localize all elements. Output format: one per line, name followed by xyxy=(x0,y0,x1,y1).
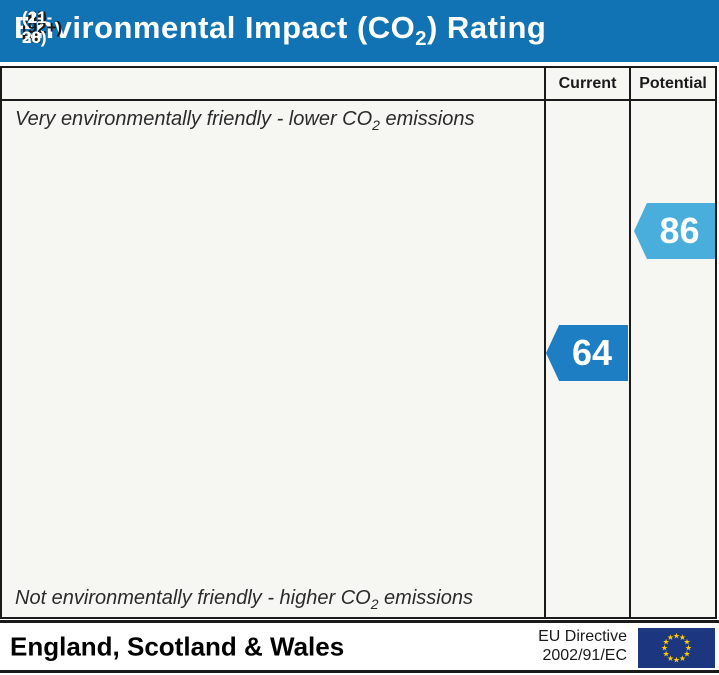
current-rating-value: 64 xyxy=(571,332,613,373)
svg-text:★: ★ xyxy=(679,654,686,663)
page-title: Environmental Impact (CO2) Rating xyxy=(14,10,547,51)
svg-text:★: ★ xyxy=(673,632,680,641)
band-range-label: (39-54) xyxy=(22,8,53,47)
potential-column-header: Potential xyxy=(639,74,707,92)
current-column-header: Current xyxy=(558,74,617,92)
potential-rating-value: 86 xyxy=(659,210,700,251)
svg-text:★: ★ xyxy=(661,644,668,653)
svg-text:★: ★ xyxy=(683,638,690,647)
potential-column-divider xyxy=(629,66,631,619)
svg-text:★: ★ xyxy=(667,654,674,663)
bottom-note: Not environmentally friendly - higher CO… xyxy=(15,587,473,612)
band-range-label: (21-38) xyxy=(22,8,53,47)
region-label: England, Scotland & Wales xyxy=(10,631,345,661)
footer: England, Scotland & Wales EU Directive 2… xyxy=(0,620,719,673)
band-range-label: (55-68) xyxy=(22,8,53,47)
header-divider-line xyxy=(0,99,717,101)
potential-rating-arrow: 86 xyxy=(634,203,715,259)
svg-text:★: ★ xyxy=(673,656,680,665)
eu-directive-label: EU Directive 2002/91/EC xyxy=(538,628,627,664)
band-range-label: (69-80) xyxy=(22,8,53,47)
svg-text:★: ★ xyxy=(679,633,686,642)
svg-text:★: ★ xyxy=(667,633,674,642)
band-range-label: (1-20) xyxy=(22,8,47,47)
svg-text:★: ★ xyxy=(663,638,670,647)
band-range-label: (92+) xyxy=(22,18,63,37)
svg-text:★: ★ xyxy=(663,650,670,659)
eu-flag-icon: ★ ★ ★ ★ ★ ★ ★ ★ ★ ★ ★ ★ xyxy=(638,628,715,668)
top-note: Very environmentally friendly - lower CO… xyxy=(15,108,475,133)
current-rating-arrow: 64 xyxy=(546,325,628,381)
svg-text:★: ★ xyxy=(685,644,692,653)
svg-text:★: ★ xyxy=(683,650,690,659)
band-range-label: (81-91) xyxy=(22,8,53,47)
current-column-divider xyxy=(544,66,546,619)
title-bar: Environmental Impact (CO2) Rating xyxy=(0,0,719,62)
